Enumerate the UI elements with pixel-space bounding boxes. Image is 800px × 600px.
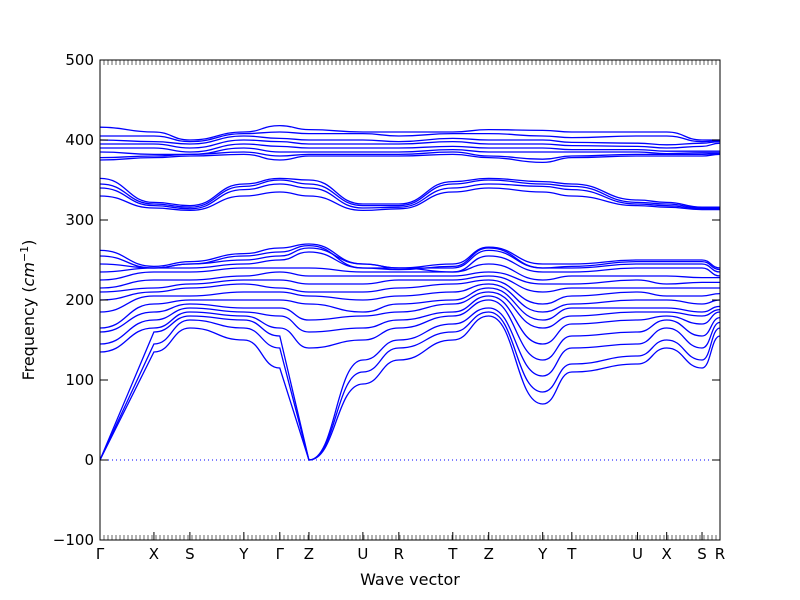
y-tick-label: 500 xyxy=(65,51,94,69)
band-13 xyxy=(99,251,721,277)
band-6 xyxy=(99,291,721,333)
band-21 xyxy=(99,153,721,164)
x-tick-label: Γ xyxy=(276,545,285,563)
band-4 xyxy=(99,299,721,361)
x-tick-label: Z xyxy=(484,545,494,563)
x-tick-label: Γ xyxy=(96,545,105,563)
x-tick-label: Y xyxy=(238,545,249,563)
x-tick-label: S xyxy=(185,545,195,563)
band-15 xyxy=(99,244,721,271)
band-19 xyxy=(99,179,720,209)
x-tick-label: S xyxy=(697,545,707,563)
x-tick-label: X xyxy=(662,545,672,563)
y-tick-label: 100 xyxy=(65,371,94,389)
band-8 xyxy=(99,283,721,313)
band-26 xyxy=(99,135,721,146)
y-tick-label: 0 xyxy=(84,451,94,469)
band-11 xyxy=(99,271,720,289)
band-24 xyxy=(100,143,720,153)
x-tick-label: R xyxy=(715,545,725,563)
x-tick-label: T xyxy=(566,545,577,563)
y-axis-label-suffix: ) xyxy=(19,240,38,246)
band-2 xyxy=(99,311,721,461)
band-9 xyxy=(99,279,721,305)
x-tick-label: U xyxy=(357,545,368,563)
x-tick-label: R xyxy=(394,545,404,563)
band-3 xyxy=(99,307,721,461)
band-17 xyxy=(99,187,721,212)
minor-tick-marks xyxy=(99,60,721,540)
y-tick-label: 400 xyxy=(65,131,94,149)
band-7 xyxy=(99,287,721,329)
band-12 xyxy=(99,263,720,281)
band-18 xyxy=(99,183,720,210)
x-tick-label: U xyxy=(632,545,643,563)
band-20 xyxy=(99,177,720,208)
x-tick-label: Y xyxy=(537,545,548,563)
y-axis-label: Frequency (cm−1) xyxy=(18,240,38,381)
x-axis-label: Wave vector xyxy=(360,570,460,589)
band-lines xyxy=(99,124,721,461)
x-minor-ticks xyxy=(99,60,721,540)
band-16 xyxy=(99,243,721,269)
band-22 xyxy=(99,151,721,160)
band-25 xyxy=(100,139,721,149)
x-tick-label: T xyxy=(447,545,458,563)
y-axis-label-exponent: −1 xyxy=(18,246,31,262)
band-27 xyxy=(100,131,721,143)
y-axis-label-prefix: Frequency ( xyxy=(19,286,38,380)
y-tick-label: 200 xyxy=(65,291,94,309)
band-23 xyxy=(99,147,720,156)
x-tick-label: X xyxy=(149,545,159,563)
y-tick-label: −100 xyxy=(53,531,94,549)
y-tick-label: 300 xyxy=(65,211,94,229)
y-axis-label-unit: cm xyxy=(19,262,38,286)
band-1 xyxy=(99,315,721,461)
y-axis-ticks: −100 0 100 200 300 400 500 xyxy=(53,51,720,549)
band-5 xyxy=(99,295,721,345)
x-tick-label: Z xyxy=(304,545,314,563)
band-28 xyxy=(99,124,720,141)
band-10 xyxy=(99,275,720,293)
